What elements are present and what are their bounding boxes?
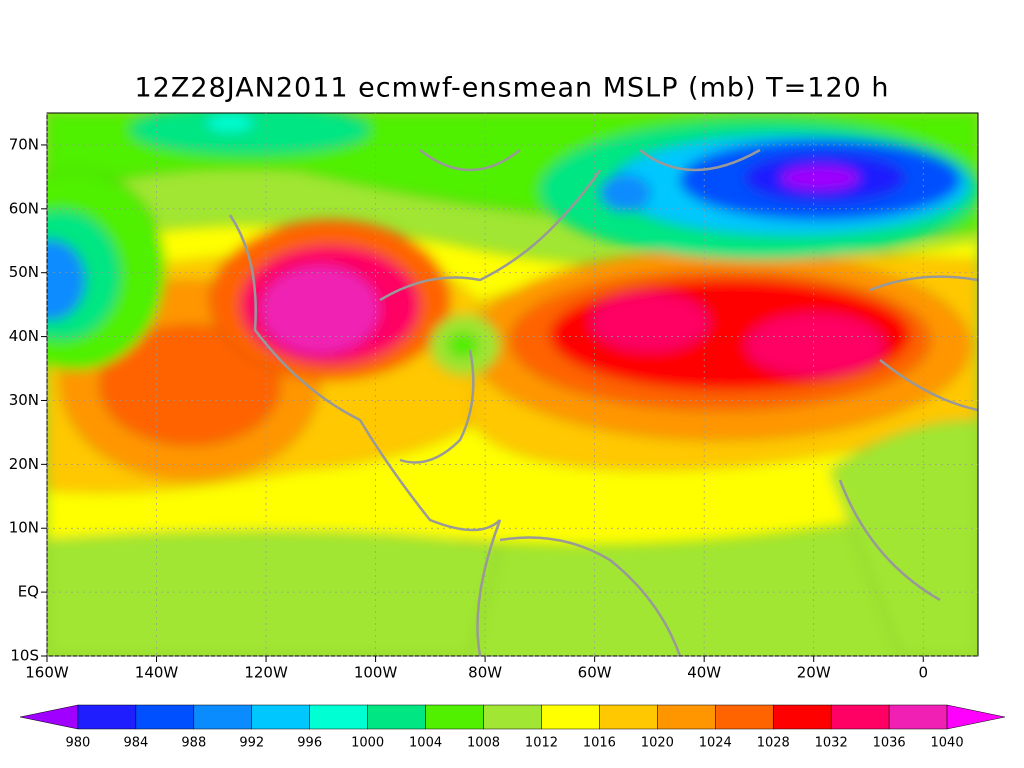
y-tick-label: 50N <box>9 263 39 281</box>
colorbar-box <box>715 704 774 730</box>
colorbar-box <box>367 704 426 730</box>
colorbar-box <box>425 704 484 730</box>
colorbar-box <box>135 704 195 730</box>
colorbar-box <box>599 704 658 730</box>
colorbar-label: 1004 <box>409 736 442 751</box>
colorbar-label: 1000 <box>351 736 384 751</box>
colorbar-box <box>309 704 368 730</box>
x-tick-label: 80W <box>468 664 502 682</box>
colorbar-box <box>251 704 310 730</box>
colorbar-label: 1008 <box>467 736 500 751</box>
x-tick-label: 100W <box>354 664 398 682</box>
pressure-field <box>47 113 978 656</box>
x-tick-label: 0 <box>918 664 928 682</box>
x-tick-label: 160W <box>25 664 69 682</box>
y-tick-label: 60N <box>9 199 39 217</box>
colorbar-label: 988 <box>181 736 206 751</box>
y-tick-label: EQ <box>18 583 39 601</box>
colorbar-label: 1040 <box>931 736 964 751</box>
y-tick-label: 40N <box>9 327 39 345</box>
colorbar-arrow <box>946 704 1006 730</box>
y-tick-label: 30N <box>9 391 39 409</box>
colorbar-box <box>888 704 948 730</box>
x-tick-label: 40W <box>687 664 721 682</box>
colorbar-label: 1020 <box>641 736 674 751</box>
colorbar-label: 984 <box>123 736 148 751</box>
y-tick-label: 10S <box>10 647 39 665</box>
colorbar-label: 992 <box>239 736 264 751</box>
x-tick-label: 20W <box>797 664 831 682</box>
colorbar-box <box>483 704 542 730</box>
y-tick-label: 70N <box>9 135 39 153</box>
colorbar-label: 1028 <box>757 736 790 751</box>
colorbar-arrow <box>19 704 79 730</box>
colorbar-label: 1036 <box>873 736 906 751</box>
x-tick-label: 140W <box>135 664 179 682</box>
colorbar-box <box>193 704 253 730</box>
colorbar-box <box>541 704 600 730</box>
colorbar-box <box>77 704 137 730</box>
colorbar-label: 980 <box>66 736 91 751</box>
y-tick-label: 10N <box>9 519 39 537</box>
colorbar-box <box>657 704 716 730</box>
x-tick-label: 120W <box>244 664 288 682</box>
colorbar-label: 1012 <box>525 736 558 751</box>
colorbar-label: 1024 <box>699 736 732 751</box>
colorbar-box <box>830 704 890 730</box>
colorbar-label: 996 <box>297 736 322 751</box>
colorbar-label: 1016 <box>583 736 616 751</box>
x-tick-label: 60W <box>578 664 612 682</box>
y-tick-label: 20N <box>9 455 39 473</box>
colorbar-box <box>772 704 832 730</box>
map-title: 12Z28JAN2011 ecmwf-ensmean MSLP (mb) T=1… <box>135 73 890 104</box>
colorbar-label: 1032 <box>815 736 848 751</box>
